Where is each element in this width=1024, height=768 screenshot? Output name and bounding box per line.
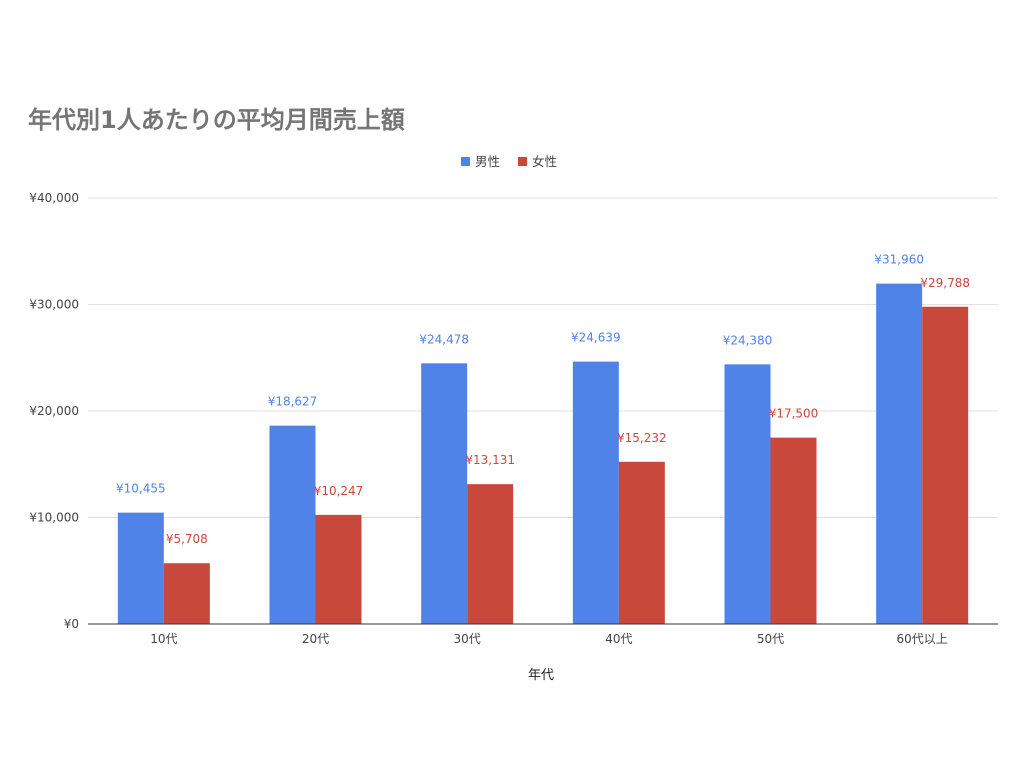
data-label: ¥24,380	[723, 333, 773, 347]
bar-female	[770, 437, 817, 624]
data-label: ¥15,232	[617, 431, 667, 445]
data-label: ¥10,455	[116, 482, 166, 496]
data-label: ¥17,500	[769, 407, 819, 421]
bar-male	[572, 361, 619, 624]
y-tick-label: ¥0	[64, 617, 79, 631]
y-tick-label: ¥20,000	[29, 404, 79, 418]
bar-male	[876, 283, 923, 624]
bar-female	[467, 484, 514, 624]
data-label: ¥29,788	[920, 276, 970, 290]
bar-male	[724, 364, 771, 624]
data-label: ¥10,247	[314, 484, 364, 498]
bar-male	[269, 425, 316, 624]
data-label: ¥5,708	[166, 532, 208, 546]
x-tick-label: 60代以上	[897, 632, 948, 646]
legend-swatch-male	[461, 157, 470, 166]
bar-male	[421, 363, 468, 624]
x-tick-label: 50代	[757, 632, 784, 646]
y-tick-label: ¥10,000	[29, 511, 79, 525]
y-tick-label: ¥40,000	[29, 191, 79, 205]
x-tick-label: 30代	[454, 632, 481, 646]
x-tick-label: 10代	[150, 632, 177, 646]
bar-female	[922, 306, 969, 624]
data-label: ¥31,960	[874, 253, 924, 267]
data-label: ¥18,627	[268, 395, 318, 409]
bar-male	[117, 512, 164, 624]
data-label: ¥24,639	[571, 331, 621, 345]
legend-label: 女性	[532, 154, 557, 169]
x-tick-label: 40代	[605, 632, 632, 646]
chart-title: 年代別1人あたりの平均月間売上額	[28, 106, 405, 134]
data-label: ¥13,131	[465, 453, 515, 467]
bar-female	[618, 461, 665, 624]
x-axis-title: 年代	[528, 668, 554, 683]
bar-female	[315, 514, 362, 624]
bar-female	[163, 563, 210, 624]
legend-label: 男性	[475, 154, 500, 169]
x-tick-label: 20代	[302, 632, 329, 646]
y-tick-label: ¥30,000	[29, 298, 79, 312]
legend-swatch-female	[518, 157, 527, 166]
data-label: ¥24,478	[419, 332, 469, 346]
